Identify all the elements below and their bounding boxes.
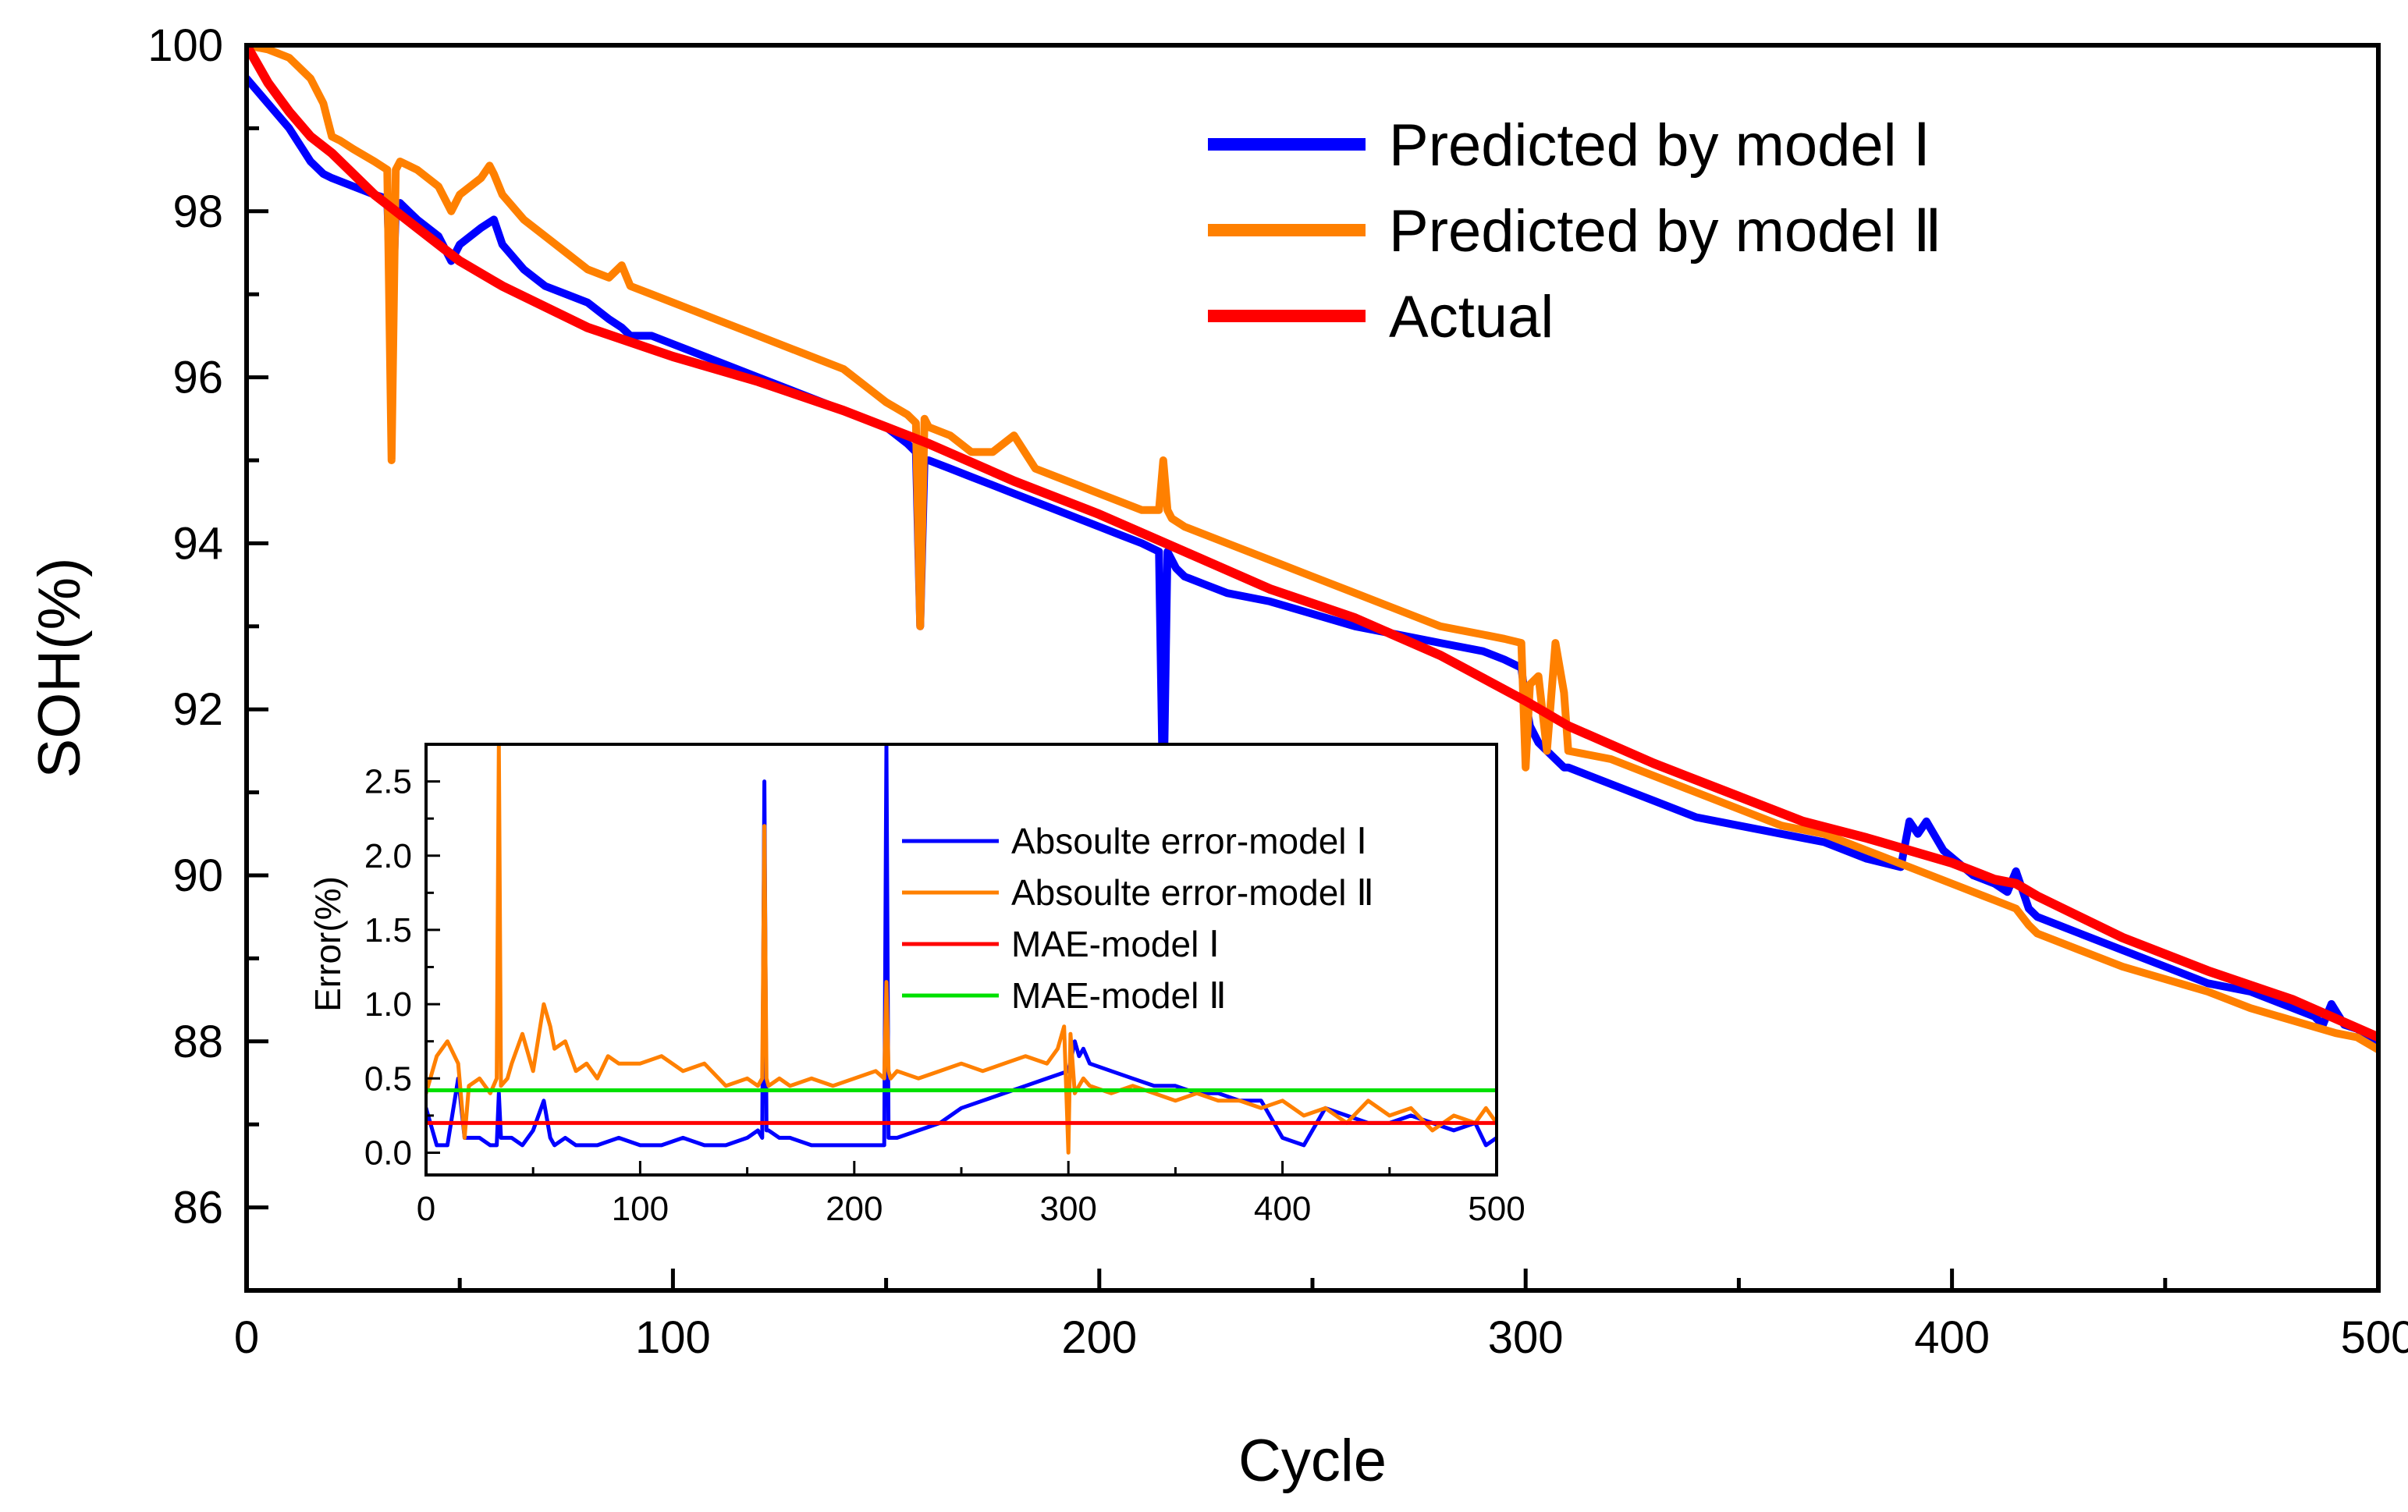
inset-series-line-0 — [426, 744, 1497, 1148]
inset-legend-label-mae1: MAE-model Ⅰ — [1011, 924, 1220, 964]
main-y-tick-label: 96 — [172, 353, 223, 403]
inset-legend-label-mae2: MAE-model Ⅱ — [1011, 975, 1227, 1016]
main-x-tick-label: 100 — [635, 1312, 711, 1363]
main-x-tick-label: 400 — [1914, 1312, 1990, 1363]
inset-y-tick-label: 2.0 — [364, 837, 412, 875]
main-x-axis-title: Cycle — [1238, 1428, 1387, 1494]
main-series-line-2 — [247, 45, 2378, 1042]
inset-x-tick-label: 400 — [1254, 1190, 1311, 1228]
main-x-tick-label: 0 — [234, 1312, 259, 1363]
inset-series-group — [426, 744, 1497, 1155]
inset-x-tick-label: 300 — [1039, 1190, 1096, 1228]
main-y-tick-label: 86 — [172, 1183, 223, 1233]
inset-plot: 0 100 200 300 400 500 0.0 0.5 1.0 1.5 2.0 2.5 Error… — [307, 743, 1525, 1228]
legend-label-model2: Predicted by model Ⅱ — [1389, 198, 1942, 264]
inset-series-line-1 — [426, 744, 1497, 1155]
inset-ticks: 0 100 200 300 400 500 0.0 0.5 1.0 1.5 2.0 2.5 — [364, 743, 1525, 1228]
inset-y-tick-label: 2.5 — [364, 763, 412, 801]
main-ticks: 0 100 200 300 400 500 86 88 90 92 94 96 98 100 — [147, 20, 2408, 1363]
legend-label-model1: Predicted by model Ⅰ — [1389, 112, 1930, 179]
main-y-axis-title: SOH(%) — [27, 558, 93, 779]
inset-background — [426, 744, 1497, 1175]
inset-legend-label-abs2: Absoulte error-model Ⅱ — [1011, 872, 1374, 913]
inset-y-axis-title: Error(%) — [307, 876, 348, 1012]
main-series-line-1 — [247, 45, 2378, 1054]
inset-y-tick-label: 0.0 — [364, 1134, 412, 1172]
inset-y-tick-label: 1.0 — [364, 985, 412, 1024]
inset-x-tick-label: 100 — [612, 1190, 669, 1228]
main-y-tick-label: 88 — [172, 1017, 223, 1067]
main-y-tick-label: 92 — [172, 684, 223, 735]
inset-x-tick-label: 0 — [417, 1190, 435, 1228]
inset-y-tick-label: 0.5 — [364, 1059, 412, 1098]
inset-x-tick-label: 200 — [826, 1190, 883, 1228]
main-y-tick-label: 100 — [147, 20, 223, 71]
main-y-tick-label: 98 — [172, 186, 223, 237]
main-x-tick-label: 300 — [1488, 1312, 1564, 1363]
main-legend: Predicted by model Ⅰ Predicted by model … — [1208, 112, 1942, 350]
main-x-tick-label: 500 — [2341, 1312, 2408, 1363]
main-y-tick-label: 94 — [172, 518, 223, 569]
inset-y-tick-label: 1.5 — [364, 911, 412, 949]
legend-label-actual: Actual — [1389, 284, 1554, 350]
inset-legend: Absoulte error-model Ⅰ Absoulte error-mo… — [902, 821, 1374, 1016]
inset-legend-label-abs1: Absoulte error-model Ⅰ — [1011, 821, 1367, 861]
main-series-group — [247, 45, 2378, 1054]
main-x-tick-label: 200 — [1061, 1312, 1137, 1363]
inset-x-tick-label: 500 — [1468, 1190, 1525, 1228]
main-y-tick-label: 90 — [172, 850, 223, 901]
